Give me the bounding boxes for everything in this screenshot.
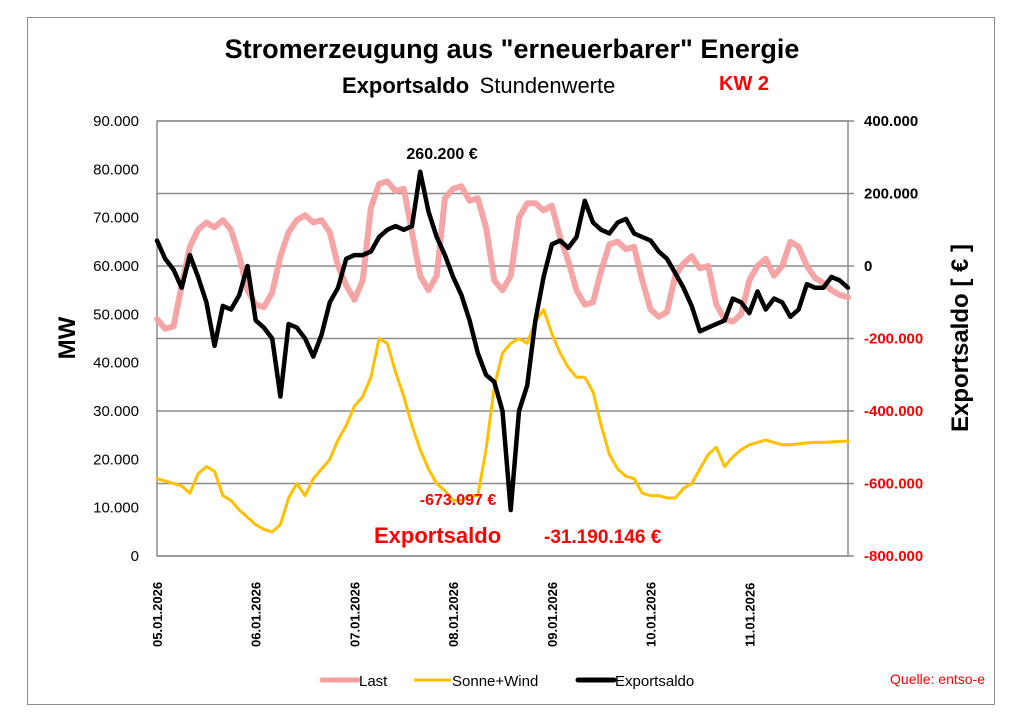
subtitle-normal: Stundenwerte [480, 73, 616, 98]
chart-frame [27, 17, 995, 705]
y-tick-left: 0 [131, 548, 139, 565]
chart-title: Stromerzeugung aus "erneuerbarer" Energi… [225, 34, 800, 64]
x-tick: 07.01.2026 [347, 582, 362, 647]
x-tick: 06.01.2026 [249, 582, 264, 647]
y-tick-left: 80.000 [93, 161, 139, 178]
legend-item-exportsaldo[interactable]: Exportsaldo [575, 673, 694, 690]
y-axis-right-ticks: -800.000 -600.000 -400.000 -200.000 0 200.000… [848, 113, 923, 565]
x-tick: 11.01.2026 [742, 583, 757, 647]
y-tick-left: 90.000 [93, 113, 139, 130]
x-tick: 08.01.2026 [446, 582, 461, 647]
y-tick-left: 10.000 [93, 500, 139, 517]
series-layer [154, 169, 851, 534]
legend-item-last[interactable]: Last [319, 673, 388, 690]
series-line-exportsaldo [154, 169, 851, 513]
gridlines [157, 120, 848, 557]
legend: Last Sonne+Wind Exportsaldo [319, 673, 694, 690]
x-axis-ticks: 05.01.2026 06.01.2026 07.01.2026 08.01.2026… [150, 582, 757, 647]
y-tick-left: 60.000 [93, 258, 139, 275]
x-tick: 10.01.2026 [644, 582, 659, 647]
total-value: -31.190.146 € [544, 527, 662, 548]
y-axis-right-title: Exportsaldo [ € ] [947, 244, 974, 432]
week-label: KW 2 [719, 73, 769, 95]
chart-subtitle: Exportsaldo Stundenwerte [342, 73, 615, 98]
min-annotation: -673.097 € [420, 492, 497, 509]
y-tick-right: -600.000 [864, 476, 923, 493]
source-note: Quelle: entso-e [890, 671, 985, 687]
total-label: Exportsaldo [374, 523, 501, 548]
y-tick-left: 50.000 [93, 306, 139, 323]
subtitle-bold: Exportsaldo [342, 73, 469, 98]
y-tick-right: 0 [864, 258, 872, 275]
legend-label-last: Last [359, 673, 388, 690]
y-tick-right: -800.000 [864, 548, 923, 565]
y-tick-left: 70.000 [93, 210, 139, 227]
legend-item-sonne-wind[interactable]: Sonne+Wind [414, 673, 538, 690]
legend-label-sonne-wind: Sonne+Wind [452, 673, 538, 690]
x-tick: 09.01.2026 [545, 582, 560, 647]
y-tick-left: 30.000 [93, 403, 139, 420]
legend-label-exportsaldo: Exportsaldo [615, 673, 694, 690]
y-tick-left: 20.000 [93, 451, 139, 468]
y-tick-right: -200.000 [864, 331, 923, 348]
y-tick-right: -400.000 [864, 403, 923, 420]
y-axis-left-ticks: 0 10.000 20.000 30.000 40.000 50.000 60.000 70.… [93, 113, 139, 565]
y-tick-right: 400.000 [864, 113, 918, 130]
x-tick: 05.01.2026 [150, 582, 165, 647]
y-tick-left: 40.000 [93, 355, 139, 372]
max-annotation: 260.200 € [406, 146, 477, 163]
y-tick-right: 200.000 [864, 186, 918, 203]
y-axis-left-title: MW [54, 316, 81, 359]
